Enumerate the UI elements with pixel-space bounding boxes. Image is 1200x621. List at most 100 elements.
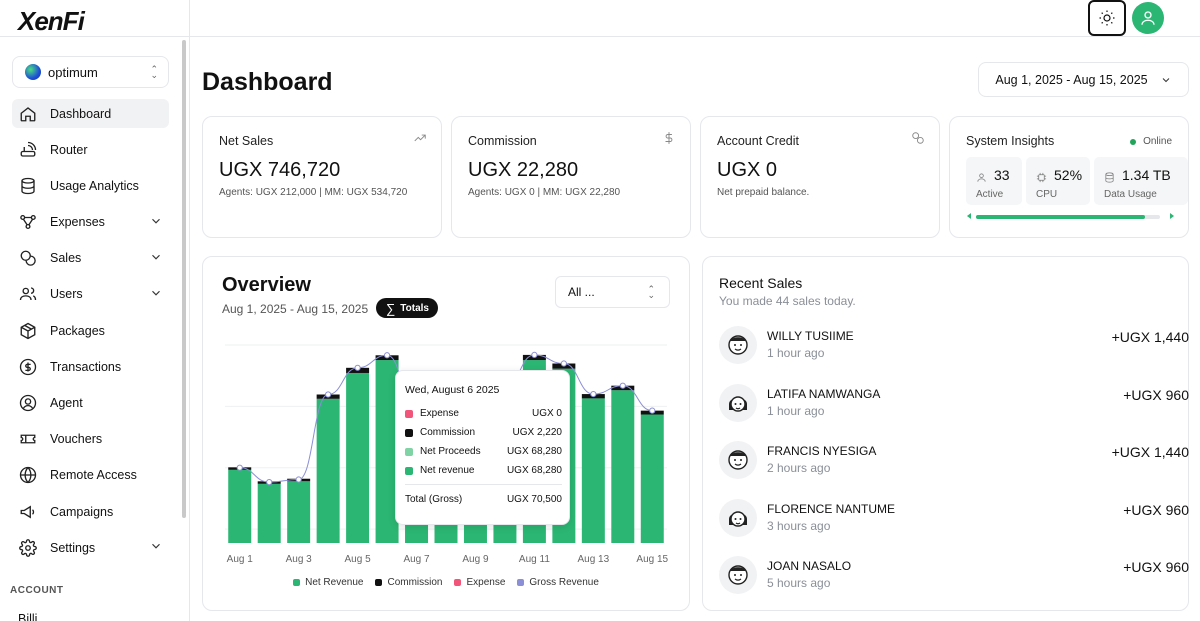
insights-scrollbar-thumb[interactable] <box>976 215 1146 219</box>
legend-item-net-revenue[interactable]: Net Revenue <box>293 577 363 588</box>
overview-title: Overview <box>222 274 311 296</box>
legend-item-gross-revenue[interactable]: Gross Revenue <box>517 577 599 588</box>
sidebar-item-label: Router <box>50 142 88 157</box>
sidebar-item-agent[interactable]: Agent <box>12 389 169 418</box>
dollar-icon <box>662 131 676 148</box>
globe-icon <box>18 465 38 485</box>
sidebar-item-remote-access[interactable]: Remote Access <box>12 461 169 490</box>
theme-toggle-button[interactable] <box>1088 0 1126 36</box>
insights-scrollbar[interactable] <box>976 215 1160 219</box>
insight-tile-data-usage: 1.34 TB Data Usage <box>1094 157 1188 205</box>
sidebar-item-users[interactable]: Users <box>12 280 169 309</box>
chevron-down-icon[interactable] <box>149 214 163 231</box>
tooltip-row-name: Net revenue <box>420 465 475 476</box>
sidebar-item-transactions[interactable]: Transactions <box>12 352 169 381</box>
legend-item-commission[interactable]: Commission <box>375 577 442 588</box>
list-item[interactable]: JOAN NASALO 5 hours ago +UGX 960 <box>719 556 1189 596</box>
legend-swatch <box>405 466 413 475</box>
page-title: Dashboard <box>202 68 333 96</box>
net-sales-card: Net Sales UGX 746,720 Agents: UGX 212,00… <box>202 116 442 238</box>
sidebar-item-usage-analytics[interactable]: Usage Analytics <box>12 171 169 200</box>
point-gross-revenue[interactable] <box>354 364 361 371</box>
bar-net-revenue[interactable] <box>611 390 635 543</box>
sidebar-item-label: Remote Access <box>50 468 137 483</box>
sidebar-item-expenses[interactable]: Expenses <box>12 208 169 237</box>
sidebar-item-packages[interactable]: Packages <box>12 316 169 345</box>
list-item[interactable]: FRANCIS NYESIGA 2 hours ago +UGX 1,440 <box>719 441 1189 481</box>
sidebar-item-billing[interactable]: Billi... <box>18 612 48 621</box>
tooltip-date: Wed, August 6 2025 <box>405 384 500 396</box>
x-tick-label: Aug 11 <box>519 554 550 565</box>
chevron-down-icon[interactable] <box>149 250 163 267</box>
overview-filter-select[interactable]: All ... ⌃ ⌄ <box>555 276 670 308</box>
sale-time: 3 hours ago <box>767 518 831 533</box>
tile-label: CPU <box>1036 189 1058 200</box>
user-avatar-button[interactable] <box>1132 2 1164 34</box>
legend-item-expense[interactable]: Expense <box>454 577 505 588</box>
date-range-picker[interactable]: Aug 1, 2025 - Aug 15, 2025 <box>978 62 1189 97</box>
point-gross-revenue[interactable] <box>531 351 538 359</box>
scroll-left-icon[interactable] <box>967 213 971 219</box>
scroll-right-icon[interactable] <box>1170 213 1174 219</box>
point-gross-revenue[interactable] <box>325 391 332 398</box>
bar-net-revenue[interactable] <box>640 414 664 543</box>
point-gross-revenue[interactable] <box>649 407 656 414</box>
insight-tiles[interactable]: 33 Active 52% CPU 1.34 TB Data Usage <box>966 157 1188 205</box>
brand-logo[interactable]: XenFi <box>18 6 85 36</box>
bar-net-revenue[interactable] <box>375 360 399 543</box>
trending-up-icon <box>413 131 427 148</box>
sidebar-item-router[interactable]: Router <box>12 135 169 164</box>
users-icon <box>18 284 38 304</box>
point-gross-revenue[interactable] <box>266 478 273 486</box>
x-tick-label: Aug 1 <box>227 554 254 565</box>
sidebar-item-label: Vouchers <box>50 432 103 447</box>
commission-card: Commission UGX 22,280 Agents: UGX 0 | MM… <box>451 116 691 238</box>
point-gross-revenue[interactable] <box>383 352 391 359</box>
bar-net-revenue[interactable] <box>287 481 311 543</box>
x-tick-label: Aug 13 <box>577 554 609 565</box>
bar-net-revenue[interactable] <box>316 398 340 543</box>
package-icon <box>18 321 38 341</box>
point-gross-revenue[interactable] <box>295 476 302 483</box>
bar-net-revenue[interactable] <box>228 469 252 543</box>
tile-label: Active <box>976 189 1004 200</box>
overview-card: Aug 1 Aug 3 Aug 5 Aug 7 Aug 9 Aug 11 Aug 13 Aug… <box>202 256 690 611</box>
tooltip-total-name: Total (Gross) <box>405 494 463 505</box>
sidebar-item-vouchers[interactable]: Vouchers <box>12 425 169 454</box>
sidebar-item-settings[interactable]: Settings <box>12 533 169 562</box>
org-selector[interactable]: optimum ⌃ ⌄ <box>12 56 169 88</box>
sale-time: 1 hour ago <box>767 403 825 418</box>
sale-customer-name: FLORENCE NANTUME <box>767 501 896 516</box>
bar-net-revenue[interactable] <box>257 483 281 543</box>
router-icon <box>18 140 38 160</box>
sale-amount: +UGX 1,440 <box>1111 444 1189 460</box>
sidebar-item-dashboard[interactable]: Dashboard <box>12 99 169 128</box>
list-item[interactable]: WILLY TUSIIME 1 hour ago +UGX 1,440 <box>719 326 1189 366</box>
point-gross-revenue[interactable] <box>619 382 626 389</box>
point-gross-revenue[interactable] <box>560 360 567 367</box>
chevron-up-down-icon: ⌃ ⌄ <box>150 64 158 80</box>
recent-sales-card: Recent Sales You made 44 sales today. WI… <box>702 256 1189 611</box>
divider <box>405 484 562 485</box>
sidebar-item-campaigns[interactable]: Campaigns <box>12 497 169 526</box>
chevron-down-icon[interactable] <box>149 539 163 556</box>
x-tick-label: Aug 7 <box>403 554 430 565</box>
totals-toggle[interactable]: ∑ Totals <box>376 298 438 318</box>
point-gross-revenue[interactable] <box>590 390 597 398</box>
list-item[interactable]: LATIFA NAMWANGA 1 hour ago +UGX 960 <box>719 383 1189 424</box>
database-icon <box>1104 170 1115 188</box>
tile-value: 52% <box>1054 167 1083 183</box>
list-item[interactable]: FLORENCE NANTUME 3 hours ago +UGX 960 <box>719 498 1189 539</box>
bar-net-revenue[interactable] <box>346 372 370 543</box>
chevron-down-icon[interactable] <box>149 286 163 303</box>
x-tick-label: Aug 15 <box>636 554 668 565</box>
bar-net-revenue[interactable] <box>581 398 605 543</box>
coins-icon <box>911 131 925 148</box>
database-icon <box>18 176 38 196</box>
sidebar-scrollbar[interactable] <box>182 40 186 518</box>
sidebar-item-sales[interactable]: Sales <box>12 244 169 273</box>
point-gross-revenue[interactable] <box>236 464 243 471</box>
tile-value: 1.34 TB <box>1122 167 1171 183</box>
card-subtext: Net prepaid balance. <box>717 187 810 198</box>
megaphone-icon <box>18 502 38 522</box>
